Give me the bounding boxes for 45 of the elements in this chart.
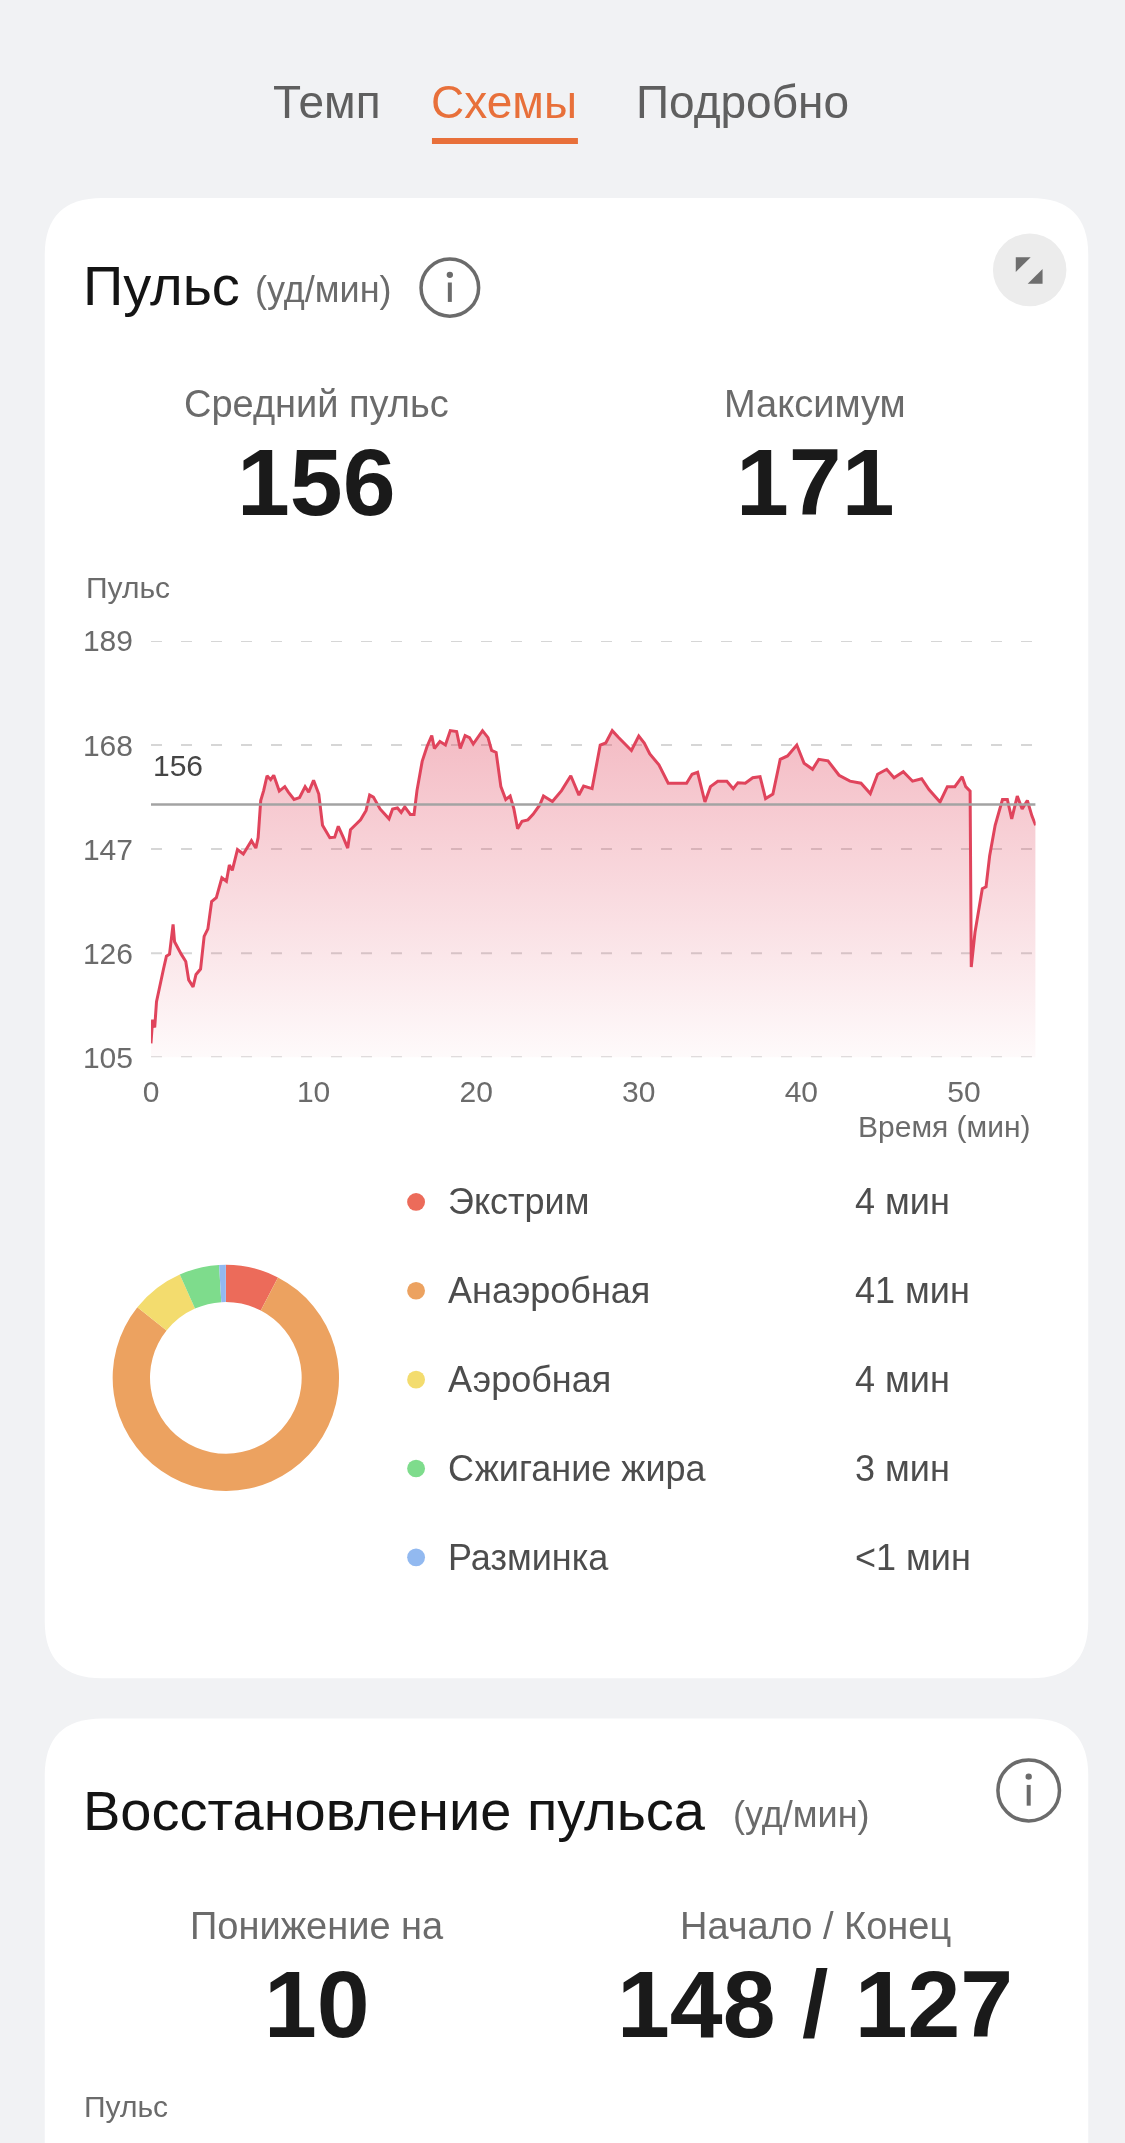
text: 10 xyxy=(264,1951,370,2057)
y-tick-label: 147 xyxy=(82,832,133,866)
data-label: <1 мин xyxy=(855,1537,971,1578)
y-axis-title: Пульс xyxy=(86,571,171,604)
x-tick-label: 10 xyxy=(296,1075,331,1109)
text: (уд/мин) xyxy=(733,1794,870,1835)
text: Начало / Конец xyxy=(680,1905,952,1947)
donut-slice xyxy=(112,1277,339,1491)
y-tick-label: 168 xyxy=(82,728,133,762)
donut-slice xyxy=(225,1264,278,1311)
text: Восстановление пульса xyxy=(83,1779,706,1842)
text: Понижение на xyxy=(190,1905,445,1947)
legend-label: Анаэробная xyxy=(448,1270,651,1311)
legend-label: Экстрим xyxy=(448,1181,590,1222)
ref-line-label: 156 xyxy=(153,749,204,782)
data-label: 41 мин xyxy=(855,1270,970,1311)
text: Пульс xyxy=(84,2090,169,2123)
text: Темп xyxy=(273,76,381,128)
text: 156 xyxy=(237,429,396,535)
donut-slice xyxy=(179,1264,222,1309)
text: Максимум xyxy=(724,383,906,425)
chart-title: Пульс xyxy=(83,254,240,317)
text: Схемы xyxy=(431,76,577,128)
donut-slice xyxy=(219,1264,226,1303)
x-tick-label: 50 xyxy=(947,1075,981,1109)
legend-label: Аэробная xyxy=(448,1359,612,1400)
y-tick-label: 126 xyxy=(82,936,133,970)
x-axis-title: Время (мин) xyxy=(858,1110,1031,1143)
text: 171 xyxy=(736,429,895,535)
x-tick-label: 20 xyxy=(459,1075,493,1109)
data-label: 4 мин xyxy=(855,1181,950,1222)
y-tick-label: 189 xyxy=(82,624,133,658)
text: Подробно xyxy=(636,76,849,128)
chart-subtitle: (уд/мин) xyxy=(255,269,392,310)
x-tick-label: 0 xyxy=(142,1075,160,1109)
donut-slice xyxy=(137,1274,195,1331)
data-label: 4 мин xyxy=(855,1359,950,1400)
text: Средний пульс xyxy=(184,383,449,425)
legend-label: Сжигание жира xyxy=(448,1448,707,1489)
legend-label: Разминка xyxy=(448,1537,610,1578)
y-tick-label: 105 xyxy=(82,1040,133,1074)
x-tick-label: 40 xyxy=(784,1075,819,1109)
text: 148 / 127 xyxy=(617,1951,1014,2057)
data-label: 3 мин xyxy=(855,1448,950,1489)
x-tick-label: 30 xyxy=(622,1075,656,1109)
